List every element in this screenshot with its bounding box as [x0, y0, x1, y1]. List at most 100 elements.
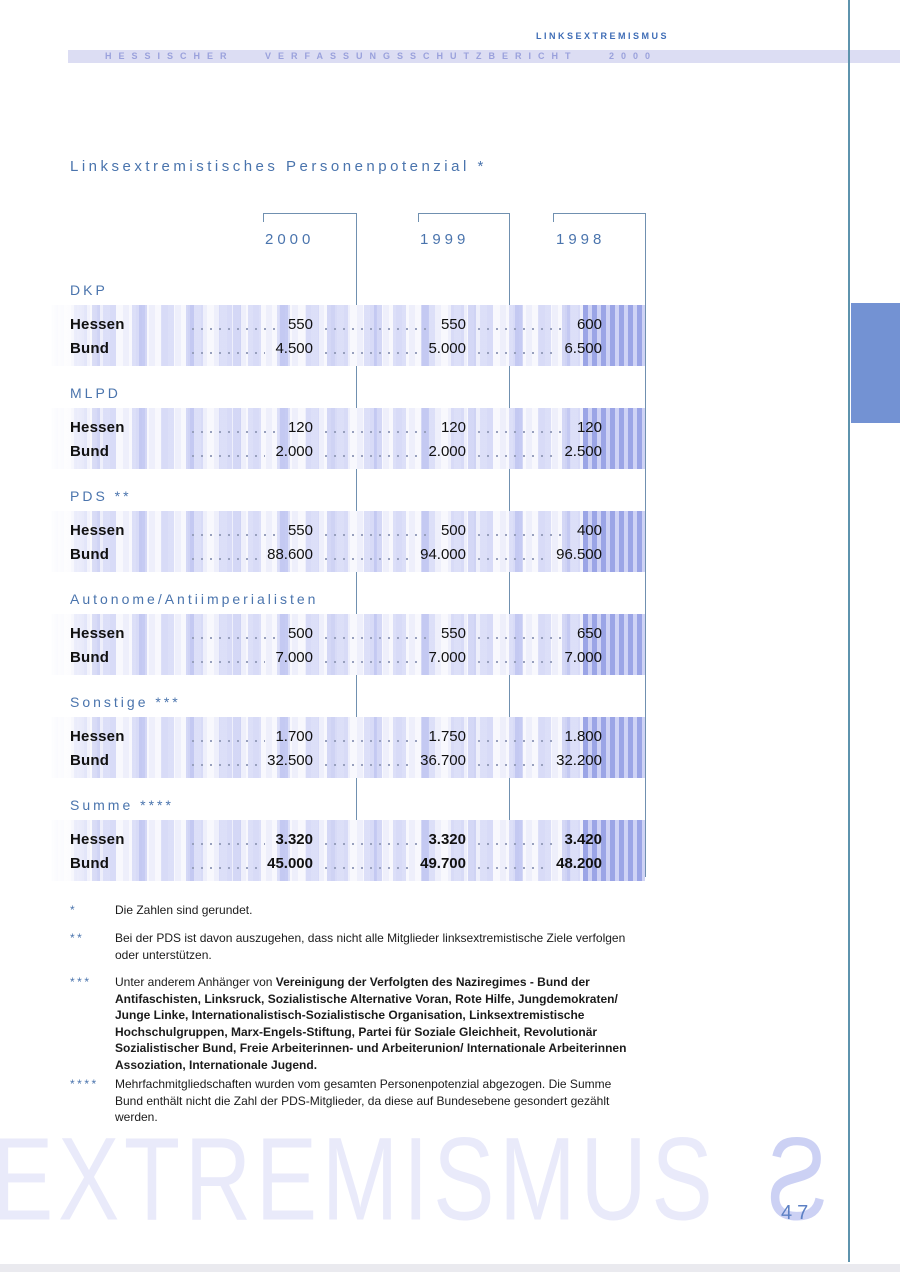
row-value: 4.500	[275, 339, 313, 357]
row-value: 500	[287, 624, 313, 642]
value-cell: 120	[180, 419, 313, 436]
dotted-leader	[325, 328, 431, 330]
footnote-text-normal: Unter anderem Anhänger von	[115, 975, 276, 989]
row-value: 7.000	[275, 648, 313, 666]
footnote: **** Mehrfachmitgliedschaften wurden vom …	[70, 1076, 642, 1126]
value-cell: 94.000	[313, 546, 466, 563]
row-value: 36.700	[420, 751, 466, 769]
table-row: Hessen 3.320 3.320 3.420	[45, 827, 645, 851]
dotted-leader	[478, 867, 547, 869]
chapter-side-tab	[851, 303, 900, 423]
value-cell: 1.700	[180, 728, 313, 745]
footnote-text-normal: Die Zahlen sind gerundet.	[115, 903, 253, 917]
section-title: MLPD	[70, 385, 121, 401]
footnote-text-normal: Mehrfachmitgliedschaften wurden vom gesa…	[115, 1077, 612, 1124]
row-value: 5.000	[428, 339, 466, 357]
value-cell: 7.000	[313, 649, 466, 666]
section-rows: Hessen 1.700 1.750 1.800 Bund 32.500 36.700 32.…	[45, 717, 645, 778]
dotted-leader	[325, 661, 419, 663]
value-cell: 1.750	[313, 728, 466, 745]
row-value: 96.500	[556, 545, 602, 563]
watermark-text: EXTREMISMUS	[0, 1113, 718, 1246]
chapter-label: LINKSEXTREMISMUS	[536, 31, 670, 41]
row-value: 1.800	[564, 727, 602, 745]
value-cell: 32.200	[466, 752, 602, 769]
year-bracket-1998	[553, 213, 645, 222]
dotted-leader	[192, 867, 258, 869]
row-label: Bund	[70, 545, 110, 563]
section-rows: Hessen 120 120 120 Bund 2.000 2.000 2.500	[45, 408, 645, 469]
row-value: 3.320	[275, 830, 313, 848]
footnote-text-bold: Vereinigung der Verfolgten des Naziregim…	[115, 975, 627, 1072]
row-label: Hessen	[70, 830, 125, 848]
row-label: Bund	[70, 648, 110, 666]
dotted-leader	[478, 843, 555, 845]
dotted-leader	[192, 843, 266, 845]
value-cell: 7.000	[466, 649, 602, 666]
row-label: Hessen	[70, 521, 125, 539]
value-cell: 3.320	[313, 831, 466, 848]
dotted-leader	[192, 352, 266, 354]
value-cell: 120	[313, 419, 466, 436]
row-label: Bund	[70, 854, 110, 872]
value-cell: 2.000	[313, 443, 466, 460]
row-value: 120	[287, 418, 313, 436]
row-value: 650	[576, 624, 602, 642]
column-header-year: 1999	[420, 231, 470, 248]
section-title: DKP	[70, 282, 108, 298]
footnote-text: Unter anderem Anhänger von Vereinigung d…	[115, 974, 642, 1073]
dotted-leader	[192, 558, 258, 560]
dotted-leader	[478, 534, 567, 536]
row-value: 120	[440, 418, 466, 436]
value-cell: 48.200	[466, 855, 602, 872]
value-cell: 2.500	[466, 443, 602, 460]
row-label: Hessen	[70, 418, 125, 436]
row-value: 550	[440, 624, 466, 642]
table-row: Hessen 120 120 120	[45, 415, 645, 439]
section-rows: Hessen 550 500 400 Bund 88.600 94.000 96.500	[45, 511, 645, 572]
section-title: Sonstige ***	[70, 694, 181, 710]
column-divider-line	[645, 213, 646, 877]
value-cell: 6.500	[466, 340, 602, 357]
dotted-leader	[325, 867, 411, 869]
value-cell: 88.600	[180, 546, 313, 563]
section-title: PDS **	[70, 488, 132, 504]
footnote-marker: ***	[70, 975, 92, 989]
row-label: Bund	[70, 442, 110, 460]
row-value: 32.500	[267, 751, 313, 769]
value-cell: 36.700	[313, 752, 466, 769]
value-cell: 550	[180, 316, 313, 333]
row-value: 550	[440, 315, 466, 333]
dotted-leader	[192, 764, 258, 766]
page-bottom-edge	[0, 1264, 900, 1272]
page-margin-line	[848, 0, 850, 1262]
year-bracket-1999	[418, 213, 509, 222]
dotted-leader	[325, 764, 411, 766]
row-value: 32.200	[556, 751, 602, 769]
footnote-text: Mehrfachmitgliedschaften wurden vom gesa…	[115, 1076, 642, 1126]
footnote-text: Bei der PDS ist davon auszugehen, dass n…	[115, 930, 642, 963]
report-title-band-text: HESSISCHER VERFASSUNGSSCHUTZBERICHT 2000	[105, 51, 658, 61]
row-value: 7.000	[564, 648, 602, 666]
column-header-year: 1998	[556, 231, 606, 248]
dotted-leader	[478, 661, 555, 663]
value-cell: 400	[466, 522, 602, 539]
row-label: Hessen	[70, 624, 125, 642]
row-value: 1.700	[275, 727, 313, 745]
dotted-leader	[192, 534, 278, 536]
section-rows: Hessen 550 550 600 Bund 4.500 5.000 6.500	[45, 305, 645, 366]
value-cell: 5.000	[313, 340, 466, 357]
row-label: Bund	[70, 751, 110, 769]
table-title: Linksextremistisches Personenpotenzial *	[70, 158, 487, 175]
dotted-leader	[325, 740, 419, 742]
dotted-leader	[478, 764, 547, 766]
dotted-leader	[325, 843, 419, 845]
watermark: EXTREMISMUS SMUS	[0, 1112, 835, 1265]
row-value: 2.000	[428, 442, 466, 460]
row-value: 2.500	[564, 442, 602, 460]
report-title-band: HESSISCHER VERFASSUNGSSCHUTZBERICHT 2000	[68, 50, 900, 63]
dotted-leader	[325, 431, 431, 433]
row-value: 550	[287, 315, 313, 333]
value-cell: 500	[180, 625, 313, 642]
